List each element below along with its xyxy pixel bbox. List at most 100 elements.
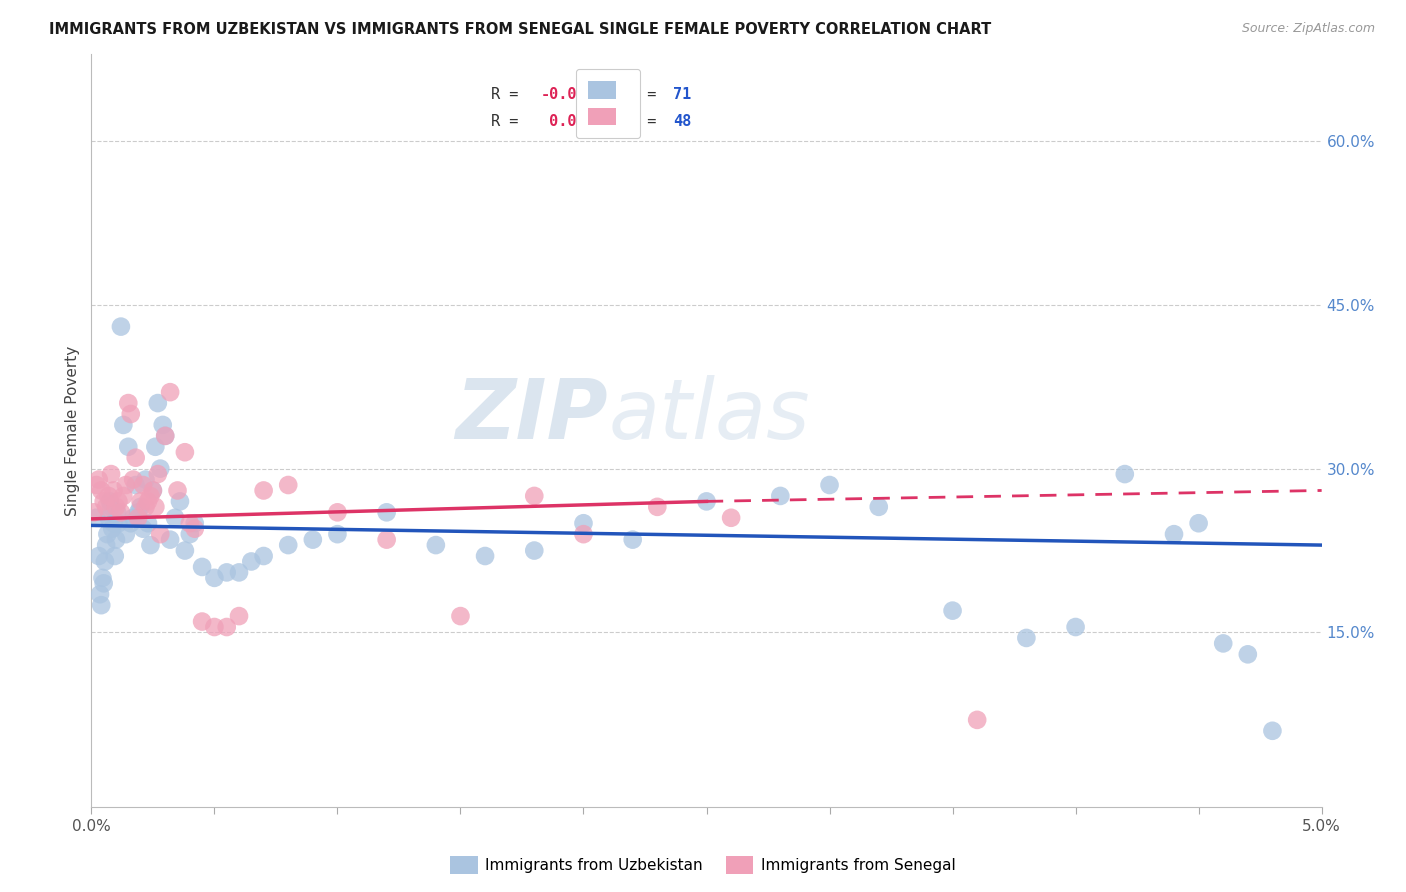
Point [105, 505, 128, 519]
Legend: , : , [576, 69, 640, 137]
Text: N =: N = [628, 87, 665, 103]
Point [93, 576, 115, 591]
Point [572, 527, 595, 541]
Point [86, 478, 108, 492]
Point [132, 478, 155, 492]
Point [112, 417, 135, 432]
Point [1015, 631, 1038, 645]
Point [449, 609, 471, 624]
Point [174, 445, 197, 459]
Point [87, 549, 110, 563]
Point [135, 473, 156, 487]
Point [117, 396, 139, 410]
Point [942, 604, 965, 618]
Point [120, 407, 142, 421]
Point [97, 489, 120, 503]
Point [183, 516, 207, 531]
Point [142, 483, 165, 498]
Point [117, 440, 139, 454]
Point [139, 489, 162, 503]
Point [122, 510, 145, 524]
Point [98, 494, 121, 508]
Point [159, 385, 181, 400]
Point [112, 489, 135, 503]
Point [1114, 467, 1136, 481]
Point [253, 483, 276, 498]
Point [169, 494, 191, 508]
Point [868, 500, 890, 514]
Text: 48: 48 [673, 114, 692, 128]
Point [101, 522, 124, 536]
Text: R =: R = [491, 114, 527, 128]
Point [179, 516, 201, 531]
Point [122, 473, 145, 487]
Point [818, 478, 841, 492]
Text: -0.026: -0.026 [540, 87, 595, 103]
Point [129, 494, 152, 508]
Point [146, 467, 169, 481]
Y-axis label: Single Female Poverty: Single Female Poverty [65, 345, 80, 516]
Point [277, 478, 299, 492]
Text: atlas: atlas [607, 375, 810, 456]
Point [1261, 723, 1284, 738]
Point [107, 494, 129, 508]
Point [96, 538, 117, 552]
Point [769, 489, 792, 503]
Point [94, 554, 117, 568]
Point [93, 494, 115, 508]
Point [301, 533, 323, 547]
Point [132, 522, 155, 536]
Point [1237, 648, 1260, 662]
Point [159, 533, 181, 547]
Point [153, 429, 177, 443]
Point [105, 500, 127, 514]
Point [146, 396, 169, 410]
Point [375, 533, 398, 547]
Text: IMMIGRANTS FROM UZBEKISTAN VS IMMIGRANTS FROM SENEGAL SINGLE FEMALE POVERTY CORR: IMMIGRANTS FROM UZBEKISTAN VS IMMIGRANTS… [49, 22, 991, 37]
Text: ZIP: ZIP [456, 375, 607, 456]
Point [145, 440, 166, 454]
Point [86, 510, 108, 524]
Point [103, 483, 125, 498]
Point [139, 538, 162, 552]
Point [142, 483, 165, 498]
Point [153, 429, 177, 443]
Point [523, 543, 546, 558]
Point [1064, 620, 1087, 634]
Point [277, 538, 299, 552]
Point [96, 527, 118, 541]
Point [149, 527, 172, 541]
Point [124, 478, 148, 492]
Point [100, 467, 122, 481]
Legend: Immigrants from Uzbekistan, Immigrants from Senegal: Immigrants from Uzbekistan, Immigrants f… [444, 850, 962, 880]
Point [202, 620, 225, 634]
Point [136, 516, 159, 531]
Point [720, 510, 742, 524]
Point [326, 527, 349, 541]
Point [135, 500, 156, 514]
Point [621, 533, 644, 547]
Point [191, 615, 214, 629]
Text: Source: ZipAtlas.com: Source: ZipAtlas.com [1241, 22, 1375, 36]
Point [425, 538, 447, 552]
Point [103, 516, 125, 531]
Point [145, 500, 166, 514]
Point [228, 609, 250, 624]
Point [89, 587, 111, 601]
Point [163, 510, 186, 524]
Point [183, 522, 207, 536]
Point [96, 500, 117, 514]
Point [83, 505, 105, 519]
Point [110, 505, 132, 519]
Point [215, 620, 238, 634]
Point [114, 478, 138, 492]
Text: 0.047: 0.047 [540, 114, 595, 128]
Point [129, 500, 152, 514]
Point [127, 510, 149, 524]
Point [326, 505, 349, 519]
Point [97, 510, 120, 524]
Point [179, 527, 201, 541]
Point [104, 549, 127, 563]
Point [253, 549, 276, 563]
Point [696, 494, 718, 508]
